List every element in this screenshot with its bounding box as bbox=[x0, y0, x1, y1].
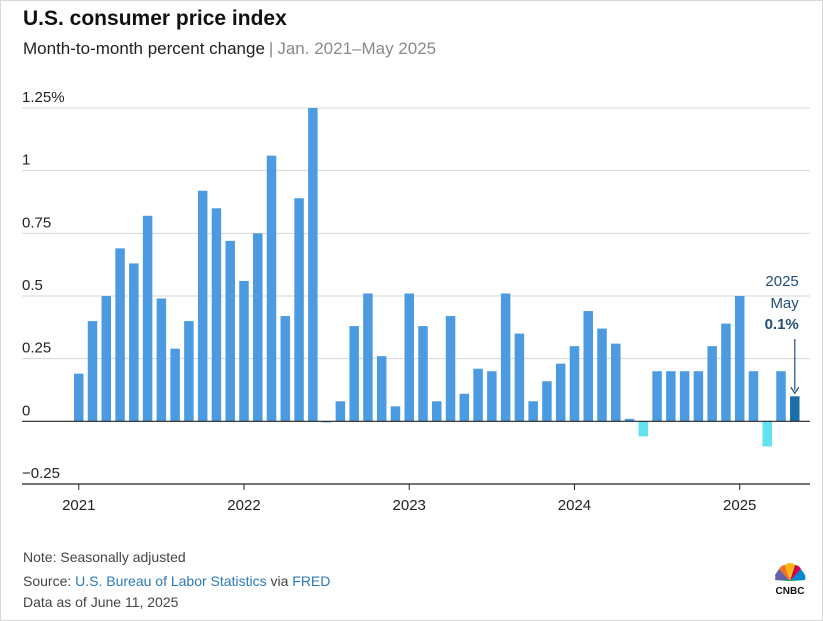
y-tick-label: 1.25% bbox=[22, 89, 65, 106]
source-prefix: Source: bbox=[23, 573, 76, 589]
bar bbox=[500, 293, 511, 422]
footer-note: Note: Seasonally adjusted bbox=[23, 549, 186, 565]
bar bbox=[335, 401, 346, 422]
bar bbox=[363, 293, 373, 422]
x-tick-label: 2022 bbox=[227, 497, 260, 514]
bar bbox=[156, 298, 167, 422]
bar bbox=[253, 233, 263, 422]
bar bbox=[129, 263, 139, 422]
bar bbox=[239, 280, 249, 422]
bar bbox=[652, 371, 662, 422]
footer-source: Source: U.S. Bureau of Labor Statistics … bbox=[23, 573, 330, 589]
source-link-fred[interactable]: FRED bbox=[292, 573, 331, 589]
bar bbox=[569, 346, 580, 422]
source-link-bls[interactable]: U.S. Bureau of Labor Statistics bbox=[75, 573, 267, 589]
bar bbox=[528, 401, 538, 422]
source-via: via bbox=[266, 573, 293, 589]
subtitle-separator: | bbox=[268, 39, 274, 58]
bar bbox=[432, 401, 442, 422]
y-tick-label: 0.75 bbox=[22, 214, 51, 231]
bar bbox=[583, 311, 593, 422]
bar bbox=[638, 421, 649, 437]
annotation-month: May bbox=[770, 295, 799, 312]
y-tick-label: 1 bbox=[22, 152, 30, 169]
bar bbox=[308, 108, 318, 422]
y-axis-labels: 1.25% 1 0.75 0.5 0.25 0 −0.25 bbox=[22, 89, 65, 482]
footer-data-date: Data as of June 11, 2025 bbox=[23, 594, 179, 610]
annotation-year: 2025 bbox=[765, 273, 798, 290]
subtitle-date-range: Jan. 2021–May 2025 bbox=[277, 39, 437, 58]
x-tick-label: 2023 bbox=[393, 497, 426, 514]
bar bbox=[748, 371, 759, 422]
bar bbox=[101, 296, 112, 422]
bar bbox=[679, 371, 690, 422]
bar bbox=[211, 208, 222, 422]
peacock-icon bbox=[775, 563, 806, 581]
bar bbox=[597, 328, 607, 422]
bar bbox=[555, 363, 566, 422]
bars-group bbox=[74, 108, 800, 447]
bar bbox=[142, 215, 153, 422]
x-tick-label: 2021 bbox=[62, 497, 95, 514]
annotation-arrow-head bbox=[790, 386, 800, 395]
bar bbox=[74, 373, 84, 422]
bar bbox=[459, 393, 470, 422]
bar bbox=[376, 356, 387, 422]
cpi-chart: 1.25% 1 0.75 0.5 0.25 0 −0.25 2021 2022 2023 2024… bbox=[22, 89, 810, 514]
bar bbox=[707, 346, 717, 422]
bar bbox=[514, 333, 525, 422]
bar bbox=[280, 316, 291, 422]
bar bbox=[790, 396, 800, 422]
latest-annotation: 2025 May 0.1% bbox=[765, 273, 800, 395]
y-tick-label: 0 bbox=[22, 402, 30, 419]
chart-subtitle: Month-to-month percent change | Jan. 2021–… bbox=[23, 39, 436, 59]
bar bbox=[666, 371, 676, 422]
y-tick-label: −0.25 bbox=[22, 465, 60, 482]
bar bbox=[266, 155, 277, 422]
bar bbox=[404, 293, 414, 422]
bar bbox=[197, 190, 208, 422]
y-tick-label: 0.25 bbox=[22, 340, 51, 357]
bar bbox=[721, 323, 731, 422]
x-tick-label: 2024 bbox=[558, 497, 591, 514]
bar bbox=[624, 418, 635, 422]
x-tick-label: 2025 bbox=[723, 497, 756, 514]
bar bbox=[184, 321, 194, 422]
cnbc-logo: CNBC bbox=[775, 563, 806, 597]
bar bbox=[445, 316, 456, 422]
bar bbox=[225, 240, 235, 422]
bar bbox=[170, 348, 180, 422]
bar bbox=[349, 326, 359, 422]
bar bbox=[487, 371, 497, 422]
cnbc-logo-text: CNBC bbox=[776, 586, 805, 597]
chart-title: U.S. consumer price index bbox=[23, 7, 287, 30]
bar bbox=[294, 198, 304, 422]
bar bbox=[542, 381, 552, 422]
subtitle-label: Month-to-month percent change bbox=[23, 39, 265, 58]
annotation-value: 0.1% bbox=[765, 316, 799, 333]
bar bbox=[87, 321, 98, 422]
y-tick-label: 0.5 bbox=[22, 277, 43, 294]
bar bbox=[115, 248, 125, 422]
bar bbox=[693, 371, 704, 422]
bar bbox=[418, 326, 428, 422]
bar bbox=[776, 371, 786, 422]
bar bbox=[390, 406, 401, 422]
x-axis: 2021 2022 2023 2024 2025 bbox=[22, 483, 810, 514]
bar bbox=[762, 421, 772, 447]
gridlines bbox=[22, 107, 810, 485]
bar bbox=[611, 343, 621, 422]
bar bbox=[734, 296, 745, 422]
bar bbox=[473, 368, 483, 422]
